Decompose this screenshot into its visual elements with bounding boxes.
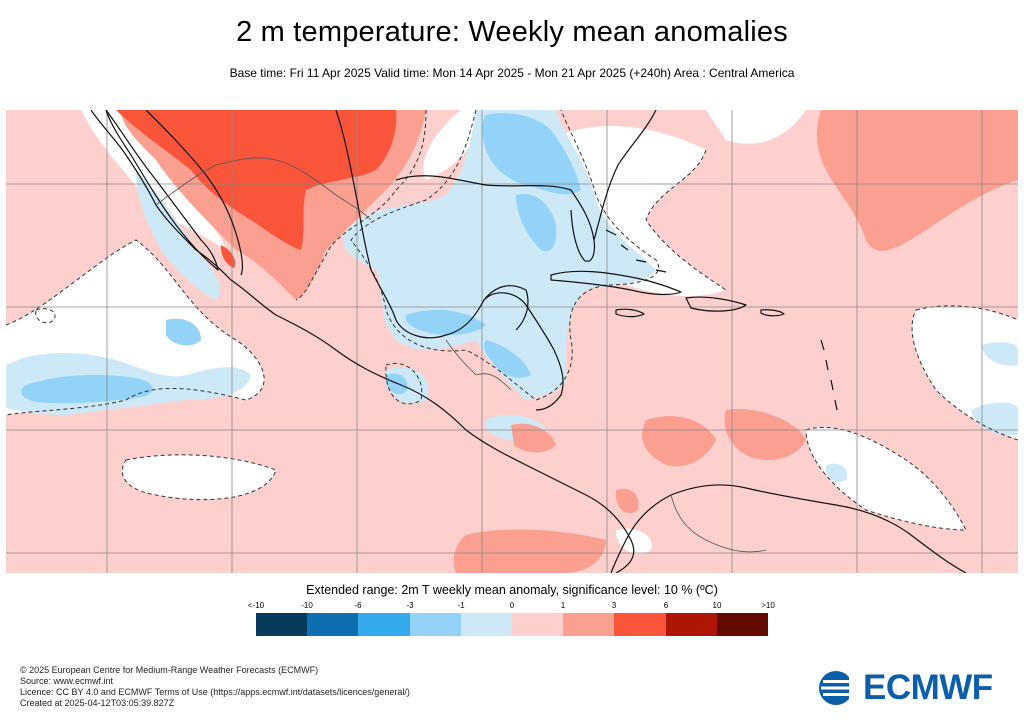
colorbar-label: -10 xyxy=(301,601,313,610)
footer-source: Source: www.ecmwf.int xyxy=(20,676,114,686)
colorbar-segment xyxy=(358,613,410,636)
colorbar-label: 10 xyxy=(712,601,722,610)
colorbar-segment xyxy=(409,613,461,636)
colorbar-segment xyxy=(614,613,666,636)
cold-regions xyxy=(20,113,581,404)
colorbar-segment xyxy=(563,613,615,636)
colorbar-label: -6 xyxy=(354,601,362,610)
colorbar-label: 6 xyxy=(663,601,669,610)
colorbar-label: 0 xyxy=(509,601,515,610)
colorbar-label: 1 xyxy=(560,601,566,610)
near-zero-regions xyxy=(6,110,1018,554)
colorbar-label: -1 xyxy=(457,601,465,610)
significance-contours xyxy=(6,110,1018,531)
colorbar-label: 3 xyxy=(611,601,617,610)
ecmwf-logo: ECMWF xyxy=(813,669,1007,707)
colorbar-segment xyxy=(307,613,359,636)
footer-licence: Licence: CC BY 4.0 and ECMWF Terms of Us… xyxy=(20,687,410,697)
footer-created: Created at 2025-04-12T03:05:39.827Z xyxy=(20,698,175,708)
colorbar-segment xyxy=(716,613,769,636)
colorbar-labels: <-10 -10 -6 -3 -1 0 1 3 6 10 >10 xyxy=(0,601,1024,613)
colorbar-segment xyxy=(460,613,513,636)
footer-copyright: © 2025 European Centre for Medium-Range … xyxy=(20,665,319,675)
colorbar-label: >10 xyxy=(761,601,775,610)
hot-regions xyxy=(116,110,397,268)
colorbar xyxy=(256,613,769,636)
logo-text: ECMWF xyxy=(863,668,993,707)
graticule xyxy=(6,110,1018,573)
colorbar-segment xyxy=(665,613,717,636)
colorbar-segment xyxy=(512,613,564,636)
anomaly-map xyxy=(6,110,1018,573)
ecmwf-logo-icon xyxy=(819,671,859,705)
coastlines xyxy=(90,110,967,573)
colorbar-label: -3 xyxy=(406,601,414,610)
colorbar-label: <-10 xyxy=(247,601,265,610)
colorbar-segment xyxy=(256,613,308,636)
country-borders xyxy=(155,157,767,553)
chart-title: 2 m temperature: Weekly mean anomalies xyxy=(236,16,788,48)
chart-subtitle: Base time: Fri 11 Apr 2025 Valid time: M… xyxy=(229,66,795,80)
legend-title: Extended range: 2m T weekly mean anomaly… xyxy=(306,583,718,597)
footer: © 2025 European Centre for Medium-Range … xyxy=(20,665,410,709)
